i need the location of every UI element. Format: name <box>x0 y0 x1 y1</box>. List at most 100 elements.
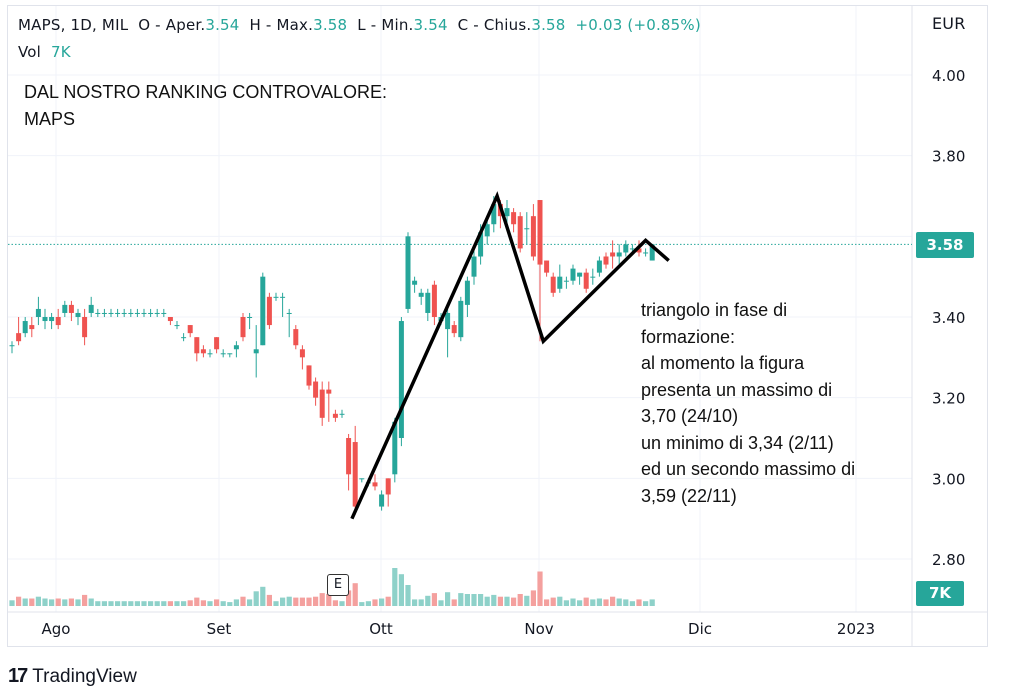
candle-body <box>616 252 622 257</box>
volume-bar <box>286 596 292 606</box>
y-tick-label: 3.00 <box>932 470 965 488</box>
volume-bar <box>616 598 622 606</box>
candle <box>524 212 530 245</box>
candle-body <box>299 349 305 358</box>
candle-body <box>458 300 464 338</box>
candle <box>247 312 253 330</box>
candle-body <box>128 312 134 314</box>
candle-body <box>141 312 147 314</box>
candle <box>418 288 424 305</box>
candle <box>352 425 358 515</box>
volume-legend: Vol 7K <box>18 43 71 61</box>
annotation-line: triangolo in fase di <box>641 300 788 320</box>
vol-value: 7K <box>50 43 71 61</box>
candle-body <box>227 353 233 355</box>
volume-bar <box>530 590 536 606</box>
volume-bar <box>266 594 272 606</box>
candle <box>148 308 154 317</box>
annotation-line: formazione: <box>641 326 736 347</box>
volume-bar <box>101 601 107 606</box>
volume-bar <box>596 598 602 606</box>
candle <box>372 474 378 491</box>
volume-bar <box>497 596 503 606</box>
candle <box>22 317 28 338</box>
candle <box>134 308 140 317</box>
volume-bar <box>167 601 173 606</box>
candle-body <box>372 482 378 487</box>
annotation-line: 3,59 (22/11) <box>641 485 737 506</box>
x-tick-label: Ott <box>369 620 393 638</box>
candle-body <box>174 325 180 327</box>
candle <box>253 325 259 378</box>
candle-body <box>247 317 253 318</box>
volume-bar <box>346 590 352 606</box>
candle-body <box>643 252 649 254</box>
candle-body <box>200 349 206 354</box>
candle <box>62 300 68 317</box>
candle-body <box>115 312 121 314</box>
volume-bar <box>537 571 543 606</box>
volume-bar <box>524 595 530 606</box>
candle <box>187 325 193 338</box>
volume-bar <box>550 597 556 606</box>
volume-bar <box>200 600 206 606</box>
annotation-line: al momento la figura <box>641 353 805 373</box>
candle-body <box>352 442 358 507</box>
candle-body <box>530 216 536 257</box>
candle <box>511 208 517 233</box>
candle <box>339 409 345 418</box>
volume-bar <box>643 601 649 606</box>
candle-body <box>418 292 424 297</box>
candle-body <box>425 292 431 313</box>
vol-label: Vol <box>18 43 42 61</box>
candle-body <box>339 413 345 415</box>
candle-body <box>398 321 404 438</box>
volume-bar <box>306 597 312 606</box>
candle <box>35 296 41 326</box>
candle <box>9 341 15 354</box>
volume-bar <box>352 583 358 606</box>
candle-body <box>161 312 167 314</box>
candle <box>141 308 147 317</box>
candle-body <box>385 478 391 495</box>
close-label: C - Chius. <box>457 16 532 34</box>
candle <box>227 353 233 358</box>
candle <box>68 300 74 322</box>
candle <box>392 417 398 483</box>
last-price-tag: 3.58 <box>916 232 974 258</box>
x-tick-label: 2023 <box>837 620 875 638</box>
earnings-event-icon[interactable]: E <box>327 574 349 596</box>
candle <box>273 292 279 301</box>
volume-bar <box>610 596 616 606</box>
volume-bar <box>68 598 74 606</box>
candle <box>121 308 127 317</box>
candle-body <box>253 349 259 354</box>
volume-bar <box>313 596 319 606</box>
volume-bar <box>55 598 61 606</box>
candle-body <box>260 276 266 346</box>
candle-body <box>537 200 543 265</box>
candle <box>319 381 325 426</box>
candle <box>557 264 563 293</box>
y-tick-label: 4.00 <box>932 67 965 85</box>
volume-bar <box>491 594 497 606</box>
candle <box>174 321 180 330</box>
volume-bar <box>517 594 523 606</box>
volume-bar <box>372 599 378 606</box>
volume-bar <box>458 593 464 606</box>
candle-body <box>412 280 418 285</box>
watermark-text: TradingView <box>32 665 137 687</box>
volume-bar <box>425 595 431 606</box>
tradingview-logo-icon: 17 <box>8 665 28 687</box>
candle <box>115 308 121 317</box>
candle <box>623 240 629 257</box>
volume-bar <box>293 597 299 606</box>
candle-body <box>9 345 15 347</box>
volume-bar <box>451 599 457 606</box>
candle-body <box>590 276 596 278</box>
candle <box>42 308 48 330</box>
candle-body <box>504 208 510 217</box>
symbol-line: MAPS, 1D, MIL <box>18 16 129 34</box>
candle <box>220 349 226 358</box>
